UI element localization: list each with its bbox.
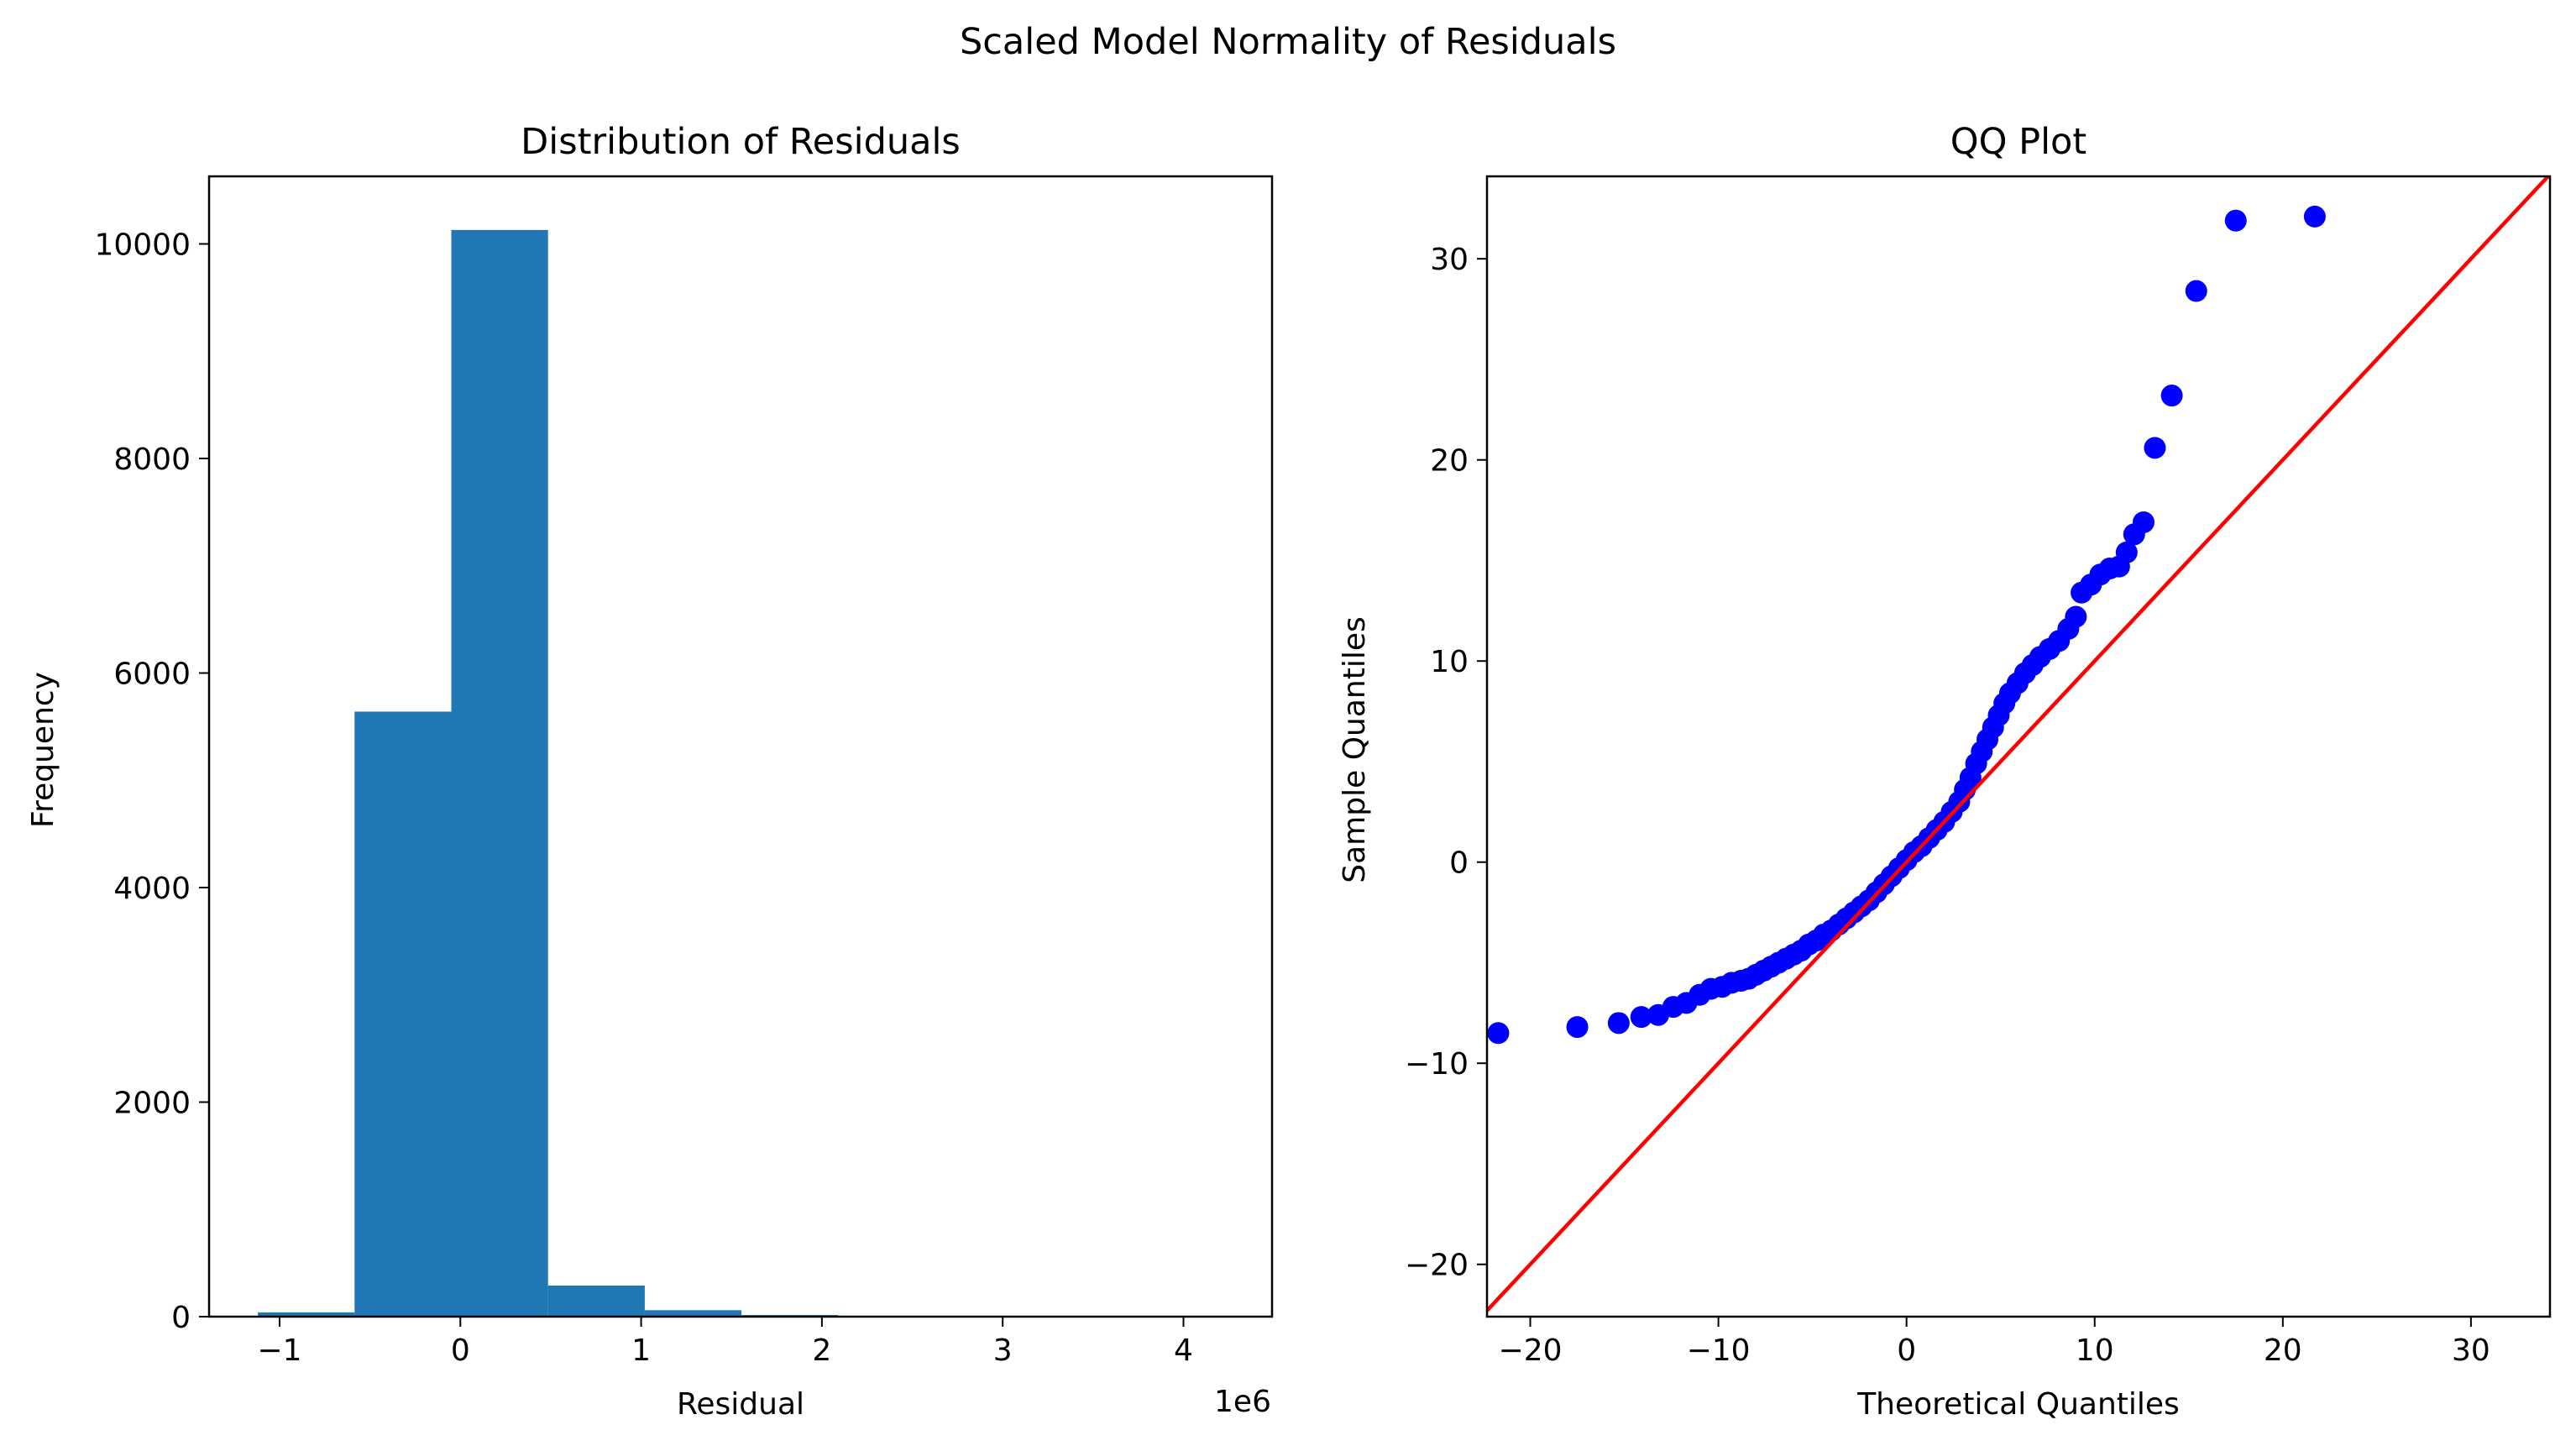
qq-y-tick-label: 0 bbox=[1449, 846, 1469, 881]
histogram-x-tick-label: 1 bbox=[631, 1333, 651, 1368]
histogram-x-tick-label: −1 bbox=[257, 1333, 301, 1368]
qq-ylabel: Sample Quantiles bbox=[1338, 616, 1372, 883]
qq-point bbox=[2186, 280, 2207, 302]
histogram-title: Distribution of Residuals bbox=[521, 121, 961, 163]
qq-point bbox=[1487, 1022, 1509, 1044]
qq-xlabel: Theoretical Quantiles bbox=[1856, 1387, 2180, 1422]
histogram-x-tick-label: 3 bbox=[993, 1333, 1013, 1368]
qq-x-tick-label: 30 bbox=[2452, 1333, 2490, 1368]
histogram-y-tick-label: 4000 bbox=[113, 872, 191, 906]
qq-y-tick-label: 10 bbox=[1430, 645, 1469, 679]
histogram-y-tick-label: 10000 bbox=[94, 228, 191, 262]
qq-point bbox=[2161, 385, 2183, 406]
histogram-y-tick-label: 8000 bbox=[113, 443, 191, 477]
histogram-x-tick-label: 0 bbox=[451, 1333, 470, 1368]
histogram-y-tick-label: 6000 bbox=[113, 657, 191, 691]
histogram-bar bbox=[452, 230, 548, 1317]
histogram-y-tick-label: 2000 bbox=[113, 1086, 191, 1120]
figure-suptitle: Scaled Model Normality of Residuals bbox=[960, 21, 1616, 63]
qq-point bbox=[2144, 437, 2165, 458]
qq-x-tick-label: 10 bbox=[2076, 1333, 2114, 1368]
histogram-bar bbox=[354, 711, 451, 1317]
qq-x-tick-label: 0 bbox=[1897, 1333, 1916, 1368]
qq-point bbox=[2065, 606, 2086, 628]
qq-point bbox=[2133, 511, 2155, 533]
qq-point bbox=[2304, 206, 2326, 228]
qq-y-tick-label: −10 bbox=[1405, 1047, 1469, 1082]
qq-x-tick-label: −10 bbox=[1687, 1333, 1751, 1368]
histogram-x-offset-label: 1e6 bbox=[1214, 1385, 1271, 1419]
histogram-bar bbox=[548, 1286, 645, 1317]
histogram-x-tick-label: 2 bbox=[812, 1333, 831, 1368]
qq-y-tick-label: 20 bbox=[1430, 444, 1469, 479]
histogram-x-tick-label: 4 bbox=[1174, 1333, 1193, 1368]
qq-y-tick-label: −20 bbox=[1405, 1249, 1469, 1283]
histogram-y-tick-label: 0 bbox=[171, 1301, 191, 1335]
qq-x-tick-label: 20 bbox=[2264, 1333, 2302, 1368]
qq-point bbox=[2225, 210, 2247, 232]
qq-y-tick-label: 30 bbox=[1430, 243, 1469, 277]
qq-point bbox=[1608, 1012, 1630, 1034]
histogram-ylabel: Frequency bbox=[26, 672, 60, 828]
qq-x-tick-label: −20 bbox=[1499, 1333, 1563, 1368]
qq-point bbox=[1567, 1016, 1589, 1038]
qq-title: QQ Plot bbox=[1950, 121, 2086, 163]
histogram-xlabel: Residual bbox=[677, 1387, 804, 1422]
